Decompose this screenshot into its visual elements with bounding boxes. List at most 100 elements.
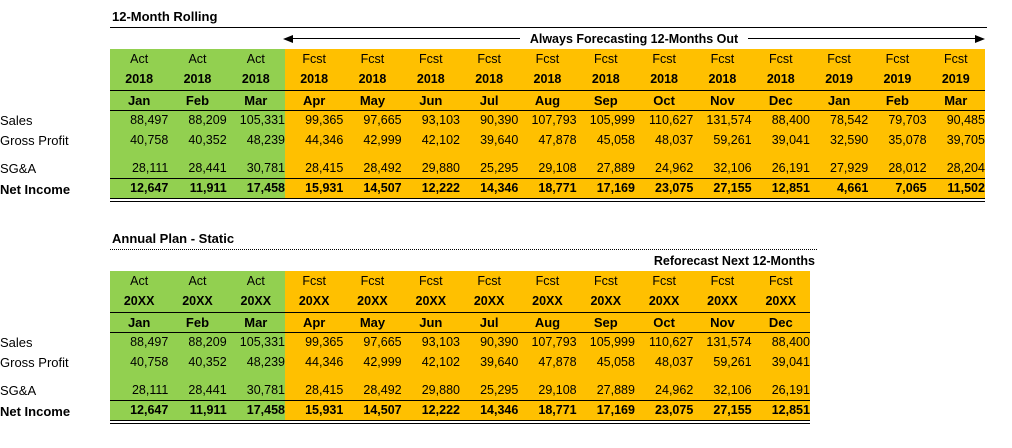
header-month-jan: Jan [110, 311, 169, 333]
arrow-left-head-icon [283, 34, 293, 43]
header-month-may: May [343, 311, 402, 333]
cell-net-income-nov: 27,155 [693, 399, 752, 424]
header-type-may: Fcst [343, 49, 402, 69]
cell-sg-a-oct: 24,962 [634, 380, 694, 400]
arrow-line-right [748, 38, 975, 39]
spacer-cell [401, 150, 460, 158]
cell-sg-a-mar: 30,781 [226, 158, 285, 178]
header-year-jan: 20XX [110, 291, 169, 312]
cell-gross-profit-jul: 39,640 [459, 352, 519, 372]
cell-sg-a-jan: 27,929 [809, 158, 869, 178]
header-type-jun: Fcst [401, 271, 460, 291]
arrow-right-head-icon [975, 34, 985, 43]
header-month-jan: Jan [809, 89, 869, 111]
header-year-jan: 2019 [809, 69, 869, 90]
cell-sales-mar: 105,331 [226, 110, 285, 130]
cell-gross-profit-nov: 59,261 [693, 352, 752, 372]
header-month-jan: Jan [110, 89, 169, 111]
table-row-gross-profit: Gross Profit 40,758 40,352 48,239 44,346 42,9… [0, 352, 810, 372]
header-month-feb: Feb [168, 89, 227, 111]
forecast-span-arrow: Always Forecasting 12-Months Out [283, 32, 985, 46]
header-type-aug: Fcst [518, 49, 577, 69]
cell-net-income-oct: 23,075 [634, 177, 694, 202]
cell-net-income-mar: 17,458 [226, 399, 285, 424]
table-row-net-income: Net Income 12,647 11,911 17,458 15,931 14,507… [0, 399, 810, 424]
row-label-spacer [0, 291, 110, 312]
header-type-may: Fcst [343, 271, 402, 291]
header-year-apr: 20XX [284, 291, 344, 312]
header-month-sep: Sep [576, 89, 635, 111]
cell-net-income-sep: 17,169 [576, 399, 635, 424]
cell-sg-a-sep: 27,889 [576, 158, 635, 178]
header-type-nov: Fcst [693, 49, 752, 69]
cell-sales-apr: 99,365 [284, 110, 344, 130]
cell-sg-a-jul: 25,295 [459, 380, 519, 400]
header-type-feb: Fcst [868, 49, 927, 69]
spacer-label [0, 150, 110, 158]
header-year-sep: 20XX [576, 291, 635, 312]
cell-sg-a-jun: 29,880 [401, 380, 460, 400]
spacer-cell [284, 372, 344, 380]
row-label-sales: Sales [0, 110, 110, 130]
cell-sg-a-apr: 28,415 [284, 380, 344, 400]
cell-sg-a-may: 28,492 [343, 380, 402, 400]
cell-sg-a-feb: 28,441 [168, 158, 227, 178]
cell-gross-profit-aug: 47,878 [518, 352, 577, 372]
spacer-cell [168, 150, 227, 158]
cell-sales-jan: 88,497 [110, 332, 169, 352]
cell-net-income-may: 14,507 [343, 177, 402, 202]
header-month-aug: Aug [518, 311, 577, 333]
header-year-jul: 2018 [459, 69, 519, 90]
cell-net-income-apr: 15,931 [284, 399, 344, 424]
cell-sg-a-jan: 28,111 [110, 380, 169, 400]
cell-gross-profit-sep: 45,058 [576, 130, 635, 150]
cell-sg-a-feb: 28,441 [168, 380, 227, 400]
header-month-nov: Nov [693, 311, 752, 333]
header-month-jul: Jul [459, 311, 519, 333]
cell-net-income-feb: 11,911 [168, 177, 227, 202]
table-row-sales: Sales 88,497 88,209 105,331 99,365 97,665 93,1… [0, 332, 810, 352]
header-year-jun: 20XX [401, 291, 460, 312]
row-label-gross-profit: Gross Profit [0, 130, 110, 150]
rolling-forecast-table: Act Act Act Fcst Fcst Fcst Fcst Fcst Fcst Fcst Fcs… [0, 49, 985, 202]
header-year-feb: 2019 [868, 69, 927, 90]
header-year-mar: 20XX [226, 291, 285, 312]
spacer-cell [168, 372, 227, 380]
cell-sg-a-jun: 29,880 [401, 158, 460, 178]
cell-sales-dec: 88,400 [751, 332, 810, 352]
cell-sg-a-dec: 26,191 [751, 380, 810, 400]
cell-sg-a-oct: 24,962 [634, 158, 694, 178]
header-type-nov: Fcst [693, 271, 752, 291]
cell-sg-a-apr: 28,415 [284, 158, 344, 178]
cell-sales-jul: 90,390 [459, 110, 519, 130]
spacer-cell [110, 150, 169, 158]
cell-sales-oct: 110,627 [634, 110, 694, 130]
cell-net-income-mar: 17,458 [226, 177, 285, 202]
cell-net-income-aug: 18,771 [518, 177, 577, 202]
spacer-cell [226, 372, 285, 380]
row-label-spacer [0, 49, 110, 69]
cell-sales-apr: 99,365 [284, 332, 344, 352]
cell-net-income-mar: 11,502 [926, 177, 985, 202]
header-year-jul: 20XX [459, 291, 519, 312]
header-type-apr: Fcst [284, 271, 344, 291]
header-month-jun: Jun [401, 311, 460, 333]
header-year-nov: 2018 [693, 69, 752, 90]
header-month-jun: Jun [401, 89, 460, 111]
cell-sg-a-aug: 29,108 [518, 158, 577, 178]
cell-net-income-may: 14,507 [343, 399, 402, 424]
row-label-spacer [0, 312, 110, 332]
header-type-feb: Act [168, 49, 227, 69]
cell-net-income-oct: 23,075 [634, 399, 694, 424]
cell-sg-a-sep: 27,889 [576, 380, 635, 400]
cell-sales-jun: 93,103 [401, 332, 460, 352]
header-type-aug: Fcst [518, 271, 577, 291]
header-year-feb: 20XX [168, 291, 227, 312]
cell-sales-may: 97,665 [343, 332, 402, 352]
spacer-cell [518, 372, 577, 380]
cell-gross-profit-oct: 48,037 [634, 352, 694, 372]
cell-gross-profit-jan: 40,758 [110, 352, 169, 372]
cell-gross-profit-nov: 59,261 [693, 130, 752, 150]
spacer-cell [634, 150, 694, 158]
cell-sales-mar: 90,485 [926, 110, 985, 130]
